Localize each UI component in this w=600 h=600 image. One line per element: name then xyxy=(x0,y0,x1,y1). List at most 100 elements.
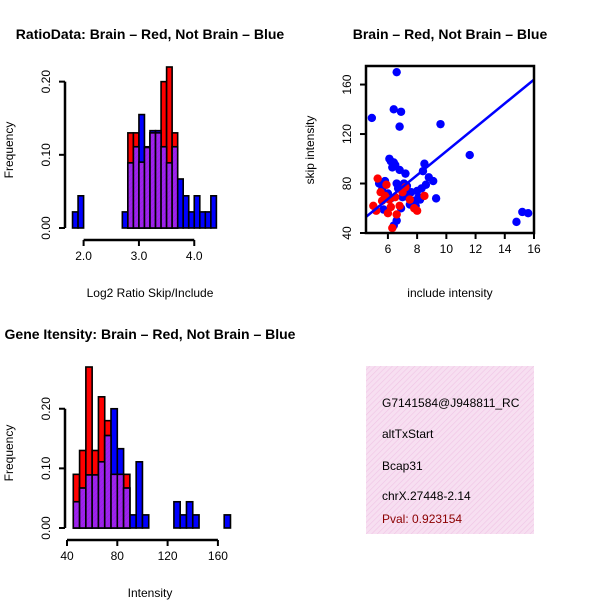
bar-overlap xyxy=(116,473,125,529)
scatter-panel: 6 8 10 12 14 16 40 80 120 160 xyxy=(340,64,541,256)
y-tick-label: 80 xyxy=(340,177,354,191)
bar-not-brain xyxy=(193,195,201,229)
bar-overlap xyxy=(85,474,93,529)
regression-line xyxy=(366,78,534,218)
x-tick-label: 120 xyxy=(158,549,178,563)
hist2-ylabel: Frequency xyxy=(2,425,16,482)
x-tick-label: 8 xyxy=(414,242,421,256)
point-not-brain xyxy=(421,180,431,189)
y-tick-label: 40 xyxy=(340,226,354,240)
point-not-brain xyxy=(395,122,404,131)
bar-not-brain xyxy=(210,195,218,229)
bar-not-brain xyxy=(71,211,79,229)
y-tick-label: 0.00 xyxy=(39,516,53,540)
bar-not-brain xyxy=(173,500,181,529)
point-brain xyxy=(420,191,429,201)
point-brain xyxy=(412,206,422,215)
info-pval: Pval: 0.923154 xyxy=(382,512,462,526)
x-tick-label: 14 xyxy=(498,242,512,256)
point-brain xyxy=(372,206,381,215)
x-tick-label: 6 xyxy=(385,242,392,256)
bar-overlap xyxy=(127,162,135,229)
bar-not-brain xyxy=(179,514,188,529)
bar-not-brain xyxy=(141,514,150,529)
bar-not-brain xyxy=(135,461,144,529)
point-not-brain xyxy=(523,209,533,218)
bar-overlap xyxy=(149,132,157,229)
scatter-ylabel: skip intensity xyxy=(303,116,317,185)
point-not-brain xyxy=(429,176,438,186)
point-not-brain xyxy=(431,194,441,203)
point-not-brain xyxy=(392,67,401,77)
bar-not-brain xyxy=(182,195,190,229)
bar-not-brain xyxy=(191,514,200,529)
bar-overlap xyxy=(110,473,119,529)
point-brain xyxy=(392,210,401,219)
y-tick-label: 0.20 xyxy=(39,70,53,94)
hist1-title: RatioData: Brain – Red, Not Brain – Blue xyxy=(16,26,285,42)
hist1-xlabel: Log2 Ratio Skip/Include xyxy=(87,286,214,300)
x-tick-label: 12 xyxy=(469,242,483,256)
x-tick-label: 10 xyxy=(440,242,454,256)
x-tick-label: 3.0 xyxy=(131,249,148,263)
bar-not-brain xyxy=(121,211,129,229)
hist2-panel: 40 80 120 160 0.00 0.10 0.20 xyxy=(39,366,232,563)
scatter-clip xyxy=(366,67,534,233)
y-tick-label: 160 xyxy=(340,74,354,94)
bar-not-brain xyxy=(185,500,194,529)
y-tick-label: 120 xyxy=(340,124,354,144)
bar-not-brain xyxy=(223,514,232,529)
bar-not-brain xyxy=(77,195,85,229)
x-tick-label: 4.0 xyxy=(186,249,203,263)
scatter-title: Brain – Red, Not Brain – Blue xyxy=(353,26,548,42)
point-brain xyxy=(388,223,397,233)
info-event-type: altTxStart xyxy=(382,427,434,441)
scatter-plot-frame xyxy=(364,64,536,235)
hist1-ylabel: Frequency xyxy=(2,122,16,179)
point-not-brain xyxy=(436,119,445,129)
bar-overlap xyxy=(78,487,87,529)
point-brain xyxy=(386,202,396,212)
hist2-xlabel: Intensity xyxy=(128,586,173,600)
point-not-brain xyxy=(465,150,474,160)
scatter-xlabel: include intensity xyxy=(407,286,492,300)
y-tick-label: 0.20 xyxy=(39,397,53,421)
bar-overlap xyxy=(143,146,151,229)
bar-not-brain xyxy=(199,211,207,229)
point-brain xyxy=(395,201,404,210)
bar-overlap xyxy=(160,145,168,229)
bar-overlap xyxy=(132,145,140,229)
bar-overlap xyxy=(171,145,179,229)
x-tick-label: 160 xyxy=(208,549,228,563)
y-tick-label: 0.00 xyxy=(39,216,53,240)
bar-not-brain xyxy=(204,211,212,229)
point-not-brain xyxy=(420,159,429,168)
info-box-background xyxy=(366,366,534,534)
bar-overlap xyxy=(97,461,106,529)
bar-not-brain xyxy=(187,211,196,229)
y-tick-label: 0.10 xyxy=(39,143,53,167)
hist2-title: Gene Itensity: Brain – Red, Not Brain – … xyxy=(5,326,296,342)
info-location: chrX.27448-2.14 xyxy=(382,489,471,503)
info-probe-id: G7141584@J948811_RC xyxy=(382,396,520,410)
x-tick-label: 80 xyxy=(111,549,125,563)
bar-overlap xyxy=(165,162,173,229)
bar-overlap xyxy=(91,474,100,529)
point-not-brain xyxy=(389,105,398,114)
bar-overlap xyxy=(138,161,146,229)
point-brain xyxy=(373,174,382,183)
y-tick-label: 0.10 xyxy=(39,456,53,480)
x-tick-label: 40 xyxy=(60,549,74,563)
point-not-brain xyxy=(396,107,406,116)
x-tick-label: 2.0 xyxy=(75,249,92,263)
bar-overlap xyxy=(122,487,131,529)
bar-overlap xyxy=(154,132,162,229)
hist1-panel: 2.0 3.0 4.0 0.00 0.10 0.20 xyxy=(39,66,218,263)
bar-not-brain xyxy=(129,514,137,529)
info-box-clip: G7141584@J948811_RC altTxStart Bcap31 ch… xyxy=(382,396,520,526)
point-not-brain xyxy=(512,217,521,227)
bar-overlap xyxy=(103,434,112,529)
point-brain xyxy=(405,195,415,204)
point-brain xyxy=(382,180,391,189)
point-not-brain xyxy=(392,216,401,225)
